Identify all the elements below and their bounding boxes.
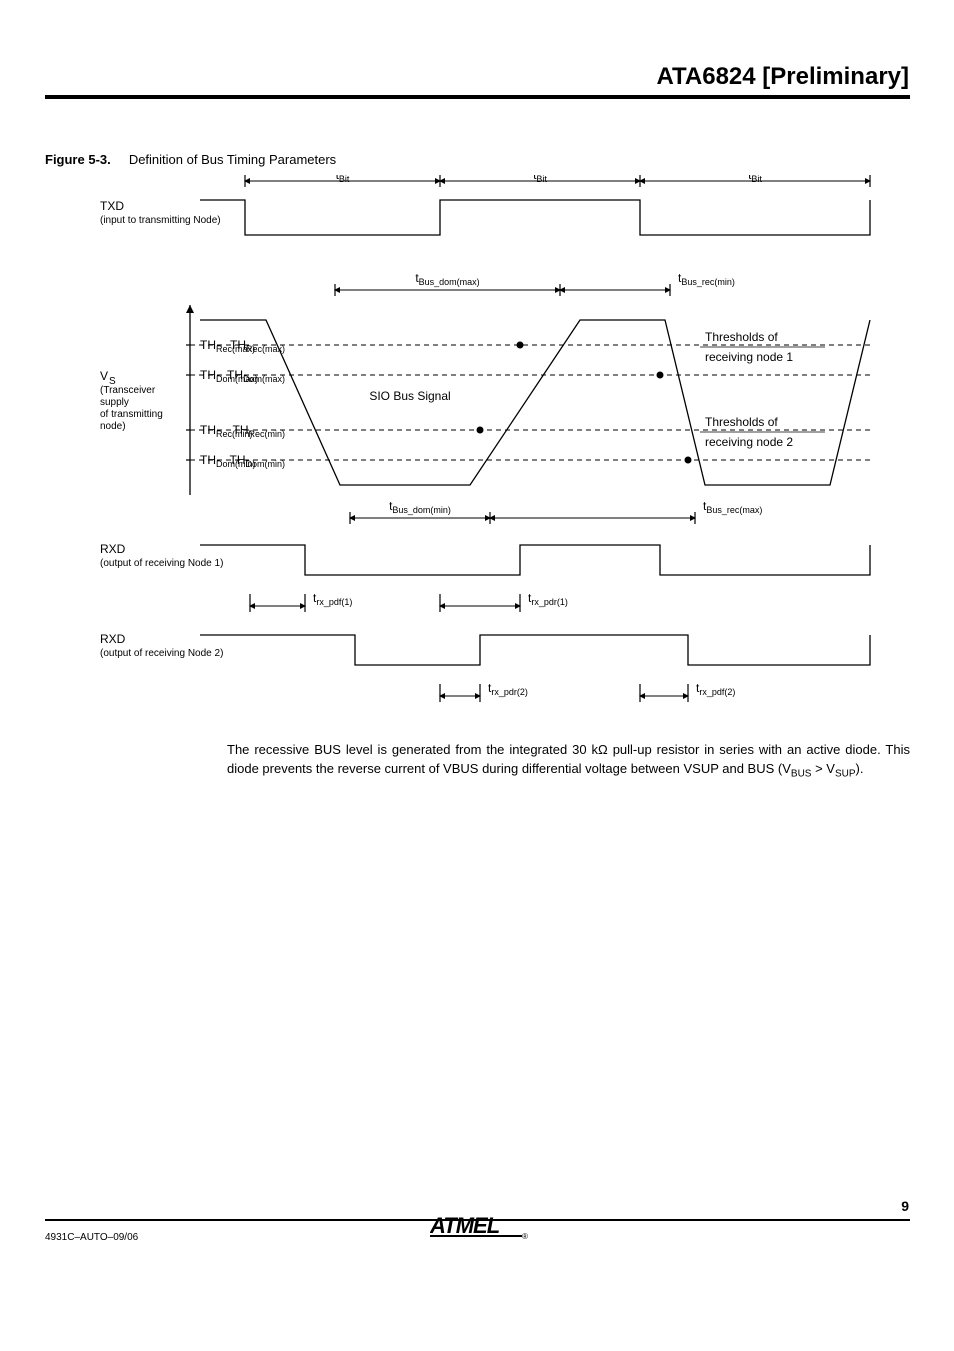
svg-text:node): node) xyxy=(100,421,126,432)
svg-text:Thresholds of: Thresholds of xyxy=(705,415,778,429)
svg-text:ATMEL: ATMEL xyxy=(430,1213,500,1238)
svg-text:RXD: RXD xyxy=(100,542,126,556)
page-number: 9 xyxy=(901,1198,909,1214)
header-title: ATA6824 [Preliminary] xyxy=(656,63,909,91)
svg-text:trx_pdr(2): trx_pdr(2) xyxy=(488,681,528,697)
body-sub-1: BUS xyxy=(791,768,812,779)
svg-text:trx_pdf(2): trx_pdf(2) xyxy=(696,681,735,697)
svg-text:RXD: RXD xyxy=(100,632,126,646)
header-rule xyxy=(45,95,910,99)
figure-caption: Figure 5-3. Definition of Bus Timing Par… xyxy=(45,152,336,167)
body-text-mid: > V xyxy=(811,761,835,776)
svg-text:(output of receiving Node 1): (output of receiving Node 1) xyxy=(100,558,223,569)
svg-text:THDom(min): THDom(min) xyxy=(200,453,256,469)
svg-text:tBus_rec(min): tBus_rec(min) xyxy=(678,271,735,287)
svg-text:®: ® xyxy=(522,1232,528,1241)
body-text-end: ). xyxy=(856,761,864,776)
svg-text:SIO Bus Signal: SIO Bus Signal xyxy=(369,389,450,403)
svg-text:TXD: TXD xyxy=(100,199,124,213)
datasheet-page: ATA6824 [Preliminary] Figure 5-3. Defini… xyxy=(0,0,954,1351)
figure-title: Definition of Bus Timing Parameters xyxy=(129,152,336,167)
svg-text:THRec(max): THRec(max) xyxy=(200,338,255,354)
svg-text:tBus_dom(min): tBus_dom(min) xyxy=(389,499,451,515)
svg-text:tBit: tBit xyxy=(336,175,350,184)
figure-number: Figure 5-3. xyxy=(45,152,111,167)
atmel-logo: ATMEL ® xyxy=(430,1211,530,1246)
timing-diagram: tBit tBit tBit TXD (input to transmitting No… xyxy=(80,175,920,720)
body-paragraph: The recessive BUS level is generated fro… xyxy=(227,741,910,782)
svg-text:receiving node 1: receiving node 1 xyxy=(705,350,793,364)
footer-docid: 4931C–AUTO–09/06 xyxy=(45,1232,138,1243)
svg-text:(Transceiver: (Transceiver xyxy=(100,385,156,396)
svg-text:of transmitting: of transmitting xyxy=(100,409,163,420)
svg-text:tBit: tBit xyxy=(533,175,547,184)
svg-text:tBus_dom(max): tBus_dom(max) xyxy=(415,271,479,287)
svg-text:tBus_rec(max): tBus_rec(max) xyxy=(703,499,762,515)
svg-text:tBit: tBit xyxy=(748,175,762,184)
svg-text:(output of receiving Node 2): (output of receiving Node 2) xyxy=(100,648,223,659)
svg-text:Thresholds of: Thresholds of xyxy=(705,330,778,344)
svg-text:trx_pdr(1): trx_pdr(1) xyxy=(528,591,568,607)
svg-text:(input to transmitting Node): (input to transmitting Node) xyxy=(100,215,221,226)
body-sub-2: SUP xyxy=(835,768,856,779)
svg-text:supply: supply xyxy=(100,397,129,408)
svg-text:V: V xyxy=(100,369,108,383)
svg-text:receiving node 2: receiving node 2 xyxy=(705,435,793,449)
svg-text:trx_pdf(1): trx_pdf(1) xyxy=(313,591,352,607)
